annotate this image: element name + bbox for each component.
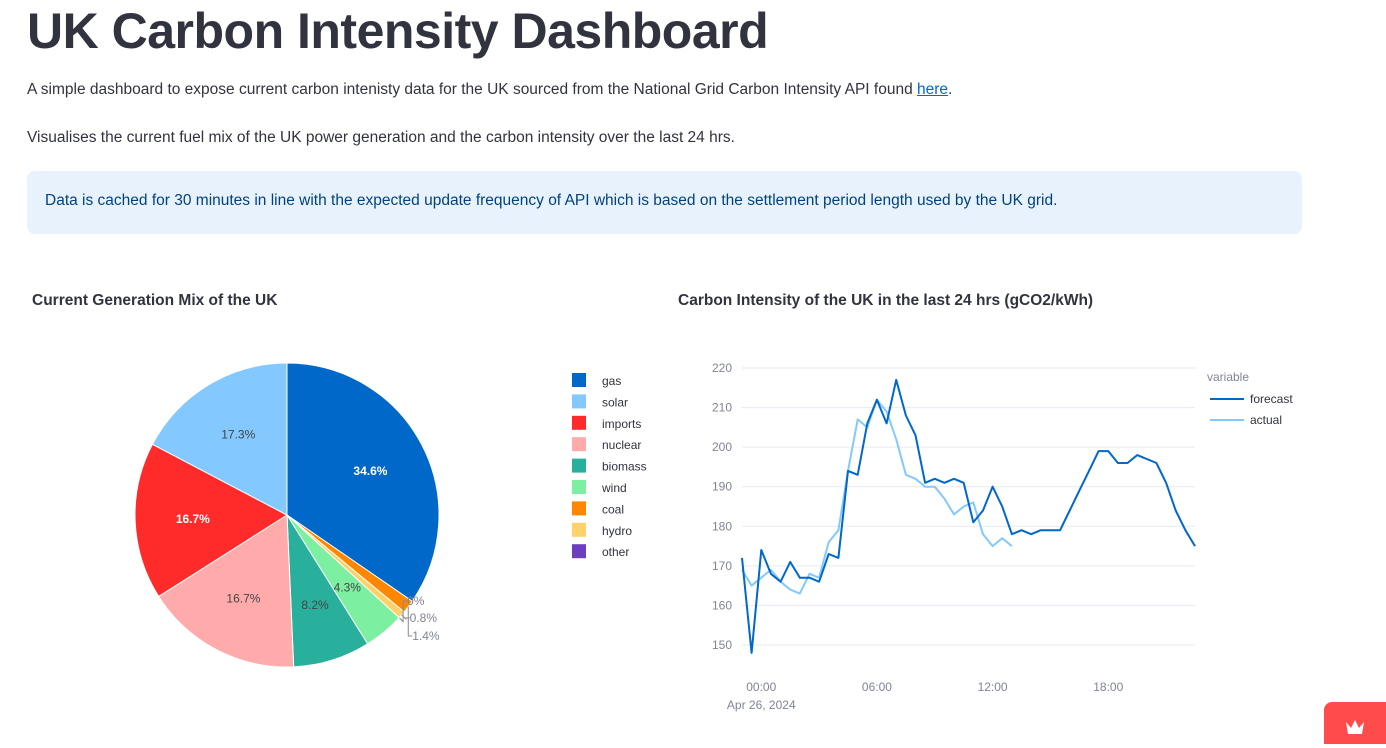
- legend-label-gas: gas: [602, 374, 621, 388]
- intro-text: A simple dashboard to expose current car…: [27, 81, 918, 98]
- line-chart-title: Carbon Intensity of the UK in the last 2…: [678, 292, 1094, 309]
- y-tick-label: 150: [712, 638, 732, 652]
- legend-swatch-hydro: [572, 522, 586, 537]
- subtitle: Visualises the current fuel mix of the U…: [27, 129, 735, 146]
- pie-chart-title: Current Generation Mix of the UK: [32, 292, 278, 309]
- x-tick-sublabel: Apr 26, 2024: [727, 698, 796, 712]
- legend-label-hydro: hydro: [602, 524, 632, 538]
- y-tick-label: 180: [712, 519, 732, 533]
- intro-end: .: [948, 81, 953, 98]
- legend-swatch-wind: [572, 480, 586, 494]
- x-tick-label: 00:00: [746, 680, 776, 694]
- legend-swatch-solar: [572, 394, 586, 409]
- pie-slice-solar: [151, 362, 288, 516]
- x-tick-label: 12:00: [978, 680, 1008, 694]
- y-tick-label: 200: [712, 440, 732, 454]
- legend-label-coal: coal: [602, 502, 624, 516]
- pie-label-coal: 1.4%: [412, 629, 440, 643]
- y-tick-label: 210: [712, 401, 732, 415]
- pie-label-hydro: 0.8%: [410, 611, 438, 625]
- legend-label-other: other: [602, 545, 629, 559]
- y-tick-label: 190: [712, 480, 732, 494]
- pie-slice-gas: [286, 362, 440, 602]
- x-tick-label: 18:00: [1093, 680, 1123, 694]
- legend-swatch-nuclear: [572, 437, 586, 452]
- pie-slice-nuclear: [157, 514, 295, 668]
- legend-label-forecast: forecast: [1250, 392, 1293, 406]
- y-tick-label: 220: [712, 361, 732, 375]
- legend-label-nuclear: nuclear: [602, 438, 641, 452]
- api-link[interactable]: here: [917, 81, 949, 98]
- legend-swatch-other: [572, 544, 586, 559]
- pie-leader-hydro: [401, 614, 410, 621]
- legend-label-actual: actual: [1250, 413, 1282, 427]
- pie-label-gas: 34.6%: [353, 464, 387, 478]
- legend-swatch-biomass: [572, 458, 586, 473]
- pie-chart[interactable]: 34.6% 1.4% 0.8% 0% 4.3% 8.2% 16.7% 16.7% 17.3% ga…: [0, 330, 680, 670]
- series-line-forecast: [741, 378, 1196, 654]
- pie-leader-other: [398, 600, 408, 623]
- legend-title: variable: [1207, 370, 1249, 384]
- page-title: UK Carbon Intensity Dashboard: [27, 3, 769, 59]
- y-tick-label: 170: [712, 559, 732, 573]
- legend-swatch-gas: [572, 373, 586, 387]
- pie-slice-imports: [134, 443, 288, 598]
- y-tick-label: 160: [712, 598, 732, 612]
- pie-label-biomass: 8.2%: [301, 598, 329, 612]
- legend-label-biomass: biomass: [602, 460, 647, 474]
- pie-label-imports: 16.7%: [176, 512, 210, 526]
- legend-label-imports: imports: [602, 417, 641, 431]
- legend-label-solar: solar: [602, 395, 628, 409]
- streamlit-badge[interactable]: [1324, 702, 1386, 744]
- pie-label-wind: 4.3%: [334, 580, 362, 594]
- legend-label-wind: wind: [601, 481, 627, 495]
- pie-label-other: 0%: [407, 594, 425, 608]
- intro-paragraph: A simple dashboard to expose current car…: [27, 81, 952, 99]
- crown-icon: [1346, 720, 1364, 734]
- pie-leader-coal: [407, 606, 413, 637]
- line-chart[interactable]: 150 160 170 180 190 200 210 220 00:00 Apr 26, 202…: [690, 350, 1386, 720]
- pie-label-solar: 17.3%: [221, 427, 255, 441]
- legend-swatch-coal: [572, 501, 586, 516]
- legend-swatch-imports: [572, 415, 586, 430]
- info-box: Data is cached for 30 minutes in line wi…: [27, 171, 1302, 234]
- x-tick-label: 06:00: [862, 680, 892, 694]
- pie-label-nuclear: 16.7%: [226, 592, 260, 606]
- series-line-actual: [741, 398, 1013, 595]
